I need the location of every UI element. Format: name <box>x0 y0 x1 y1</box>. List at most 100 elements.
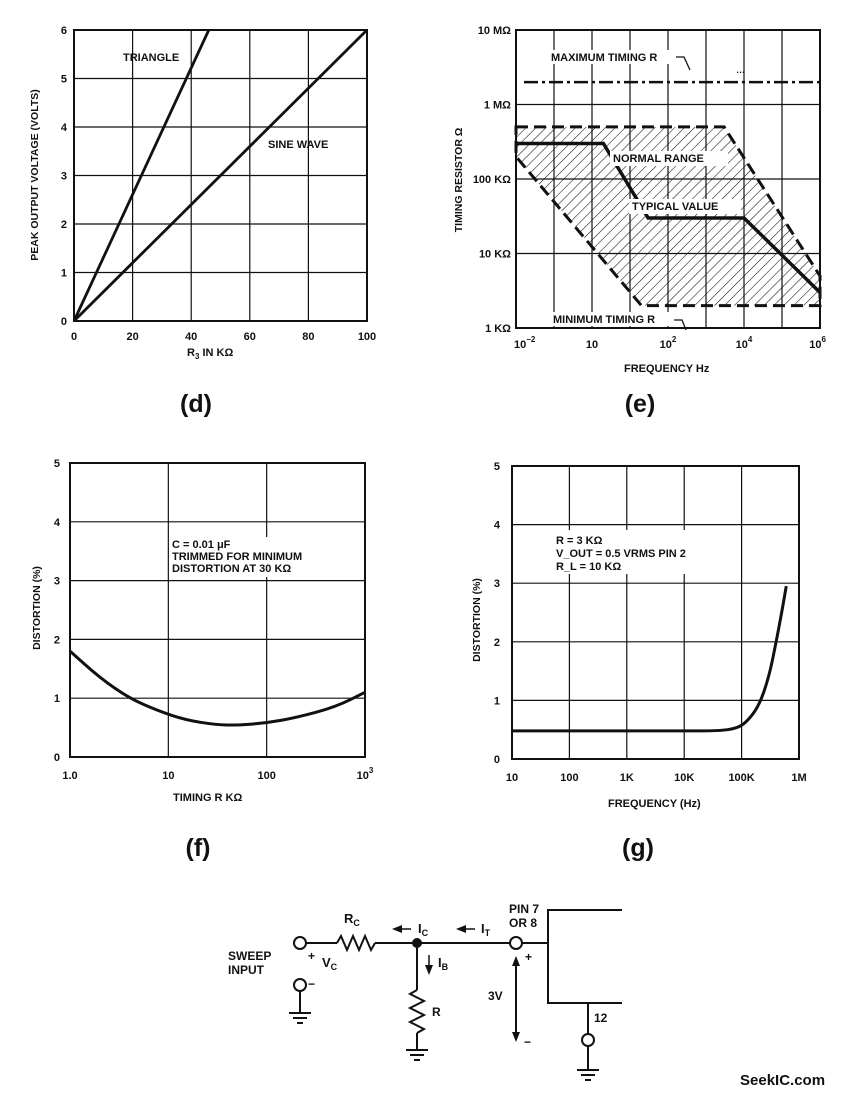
x-tick-g: 10K <box>674 772 694 784</box>
x-tick-g-base: 100 <box>560 772 578 784</box>
label-ib-main: I <box>438 955 442 970</box>
y-tick-g: 3 <box>494 578 500 590</box>
x-tick-e: 104 <box>736 335 753 351</box>
label-rc: RC <box>344 911 360 928</box>
y-tick-g: 5 <box>494 461 500 473</box>
y-tick-e: 10 KΩ <box>479 249 511 261</box>
it-arrow <box>456 925 466 933</box>
normal-range-label-bg <box>610 151 728 166</box>
annotation-f-bg <box>170 537 360 577</box>
x-tick-d: 100 <box>358 331 376 343</box>
label-r: R <box>432 1005 441 1019</box>
max-label-bg <box>548 50 676 64</box>
y-tick-d: 1 <box>61 268 67 280</box>
label-it-main: I <box>481 921 485 936</box>
x-tick-e-base: 10 <box>514 339 526 351</box>
label-minimum-timing-r: MINIMUM TIMING R <box>553 314 655 326</box>
x-tick-e-base: 10 <box>809 339 821 351</box>
typical-label-bg <box>629 199 741 214</box>
voltage-arrow-bottom <box>512 1032 520 1042</box>
annotation-f-line3: DISTORTION AT 30 KΩ <box>172 563 291 575</box>
x-tick-g-base: 10 <box>506 772 518 784</box>
label-vc: VC <box>322 955 338 972</box>
x-tick-d: 20 <box>126 331 138 343</box>
x-axis-label-g: FREQUENCY (Hz) <box>608 798 701 810</box>
resistor-r <box>407 989 427 1034</box>
grid-f <box>70 463 365 757</box>
x-tick-e: 106 <box>809 335 826 351</box>
plot-frame-d <box>73 29 368 322</box>
y-tick-e: 1 MΩ <box>484 100 511 112</box>
x-axis-label-f: TIMING R KΩ <box>173 792 242 804</box>
x-tick-f: 100 <box>257 770 275 782</box>
y-tick-d: 0 <box>61 316 67 328</box>
label-it: IT <box>481 921 491 938</box>
distortion-curve-g <box>512 585 788 733</box>
x-tick-f-base: 100 <box>257 770 275 782</box>
label-ic-main: I <box>418 921 422 936</box>
label-vc-minus: − <box>308 977 315 991</box>
schematic-labels: SWEEP INPUT RC + VC − IC IT IB R PIN 7 O… <box>228 902 608 1049</box>
panel-label-f: (f) <box>186 834 211 862</box>
label-ic: IC <box>418 921 429 938</box>
x-tick-e-base: 10 <box>736 339 748 351</box>
y-tick-f: 3 <box>54 576 60 588</box>
label-ib-sub: B <box>442 962 449 972</box>
ib-arrow <box>425 965 433 975</box>
y-tick-d: 6 <box>61 25 67 37</box>
y-tick-g: 4 <box>494 520 501 532</box>
label-vc-plus: + <box>308 949 315 963</box>
series-line-d-1 <box>73 29 368 322</box>
series-line-d-0 <box>72 29 211 322</box>
x-tick-e: 102 <box>660 335 677 351</box>
label-or8: OR 8 <box>509 916 537 930</box>
x-tick-f: 103 <box>357 766 374 782</box>
y-tick-f: 1 <box>54 693 60 705</box>
label-maximum-timing-r: MAXIMUM TIMING R <box>551 52 657 64</box>
y-tick-d: 4 <box>61 122 68 134</box>
label-pin7: PIN 7 <box>509 902 539 916</box>
watermark: SeekIC.com <box>740 1072 825 1089</box>
x-tick-g: 100 <box>560 772 578 784</box>
x-tick-g-base: 1M <box>791 772 806 784</box>
plot-frame-g <box>511 465 800 760</box>
label-sweep: SWEEP <box>228 949 271 963</box>
y-axis-label-g: DISTORTION (%) <box>471 578 483 662</box>
x-tick-f-base: 1.0 <box>62 770 77 782</box>
x-tick-f: 1.0 <box>62 770 77 782</box>
y-tick-d: 2 <box>61 219 67 231</box>
annotation-g-line1: R = 3 KΩ <box>556 535 603 547</box>
x-tick-d: 0 <box>71 331 77 343</box>
label-ib: IB <box>438 955 449 972</box>
y-tick-f: 5 <box>54 458 60 470</box>
x-tick-e-exp: −2 <box>526 335 536 344</box>
pin7-terminal <box>509 936 523 950</box>
label-ic-sub: C <box>422 928 429 938</box>
x-tick-e-exp: 2 <box>672 335 677 344</box>
x-tick-f-base: 10 <box>162 770 174 782</box>
x-tick-e: 10−2 <box>514 335 536 351</box>
pin12-terminal <box>581 1033 595 1047</box>
label-rc-sub: C <box>353 918 360 928</box>
panel-label-g: (g) <box>622 834 654 862</box>
panel-g: 10 100 1K 10K 100K 1M 0 1 2 3 4 5 R = 3 KΩ V_OUT = … <box>471 461 807 862</box>
label-3v: 3V <box>488 989 503 1003</box>
x-axis-label-d-main: R <box>187 347 195 359</box>
y-tick-g: 2 <box>494 637 500 649</box>
min-label-bg <box>550 312 675 326</box>
x-tick-g-base: 10K <box>674 772 694 784</box>
panel-d: 0 20 40 60 80 100 0 1 2 3 4 5 6 TRIANGLE SINE WAVE R… <box>29 25 376 418</box>
annotation-g-line2: V_OUT = 0.5 VRMS PIN 2 <box>556 548 686 560</box>
schematic-arrows <box>392 925 520 1042</box>
stray-mark: … <box>736 65 745 75</box>
label-triangle: TRIANGLE <box>123 52 179 64</box>
y-tick-e: 1 KΩ <box>485 323 511 335</box>
x-tick-g: 1K <box>620 772 634 784</box>
x-tick-g-base: 1K <box>620 772 634 784</box>
annotation-f-line2: TRIMMED FOR MINIMUM <box>172 551 302 563</box>
y-tick-e: 100 KΩ <box>473 174 511 186</box>
